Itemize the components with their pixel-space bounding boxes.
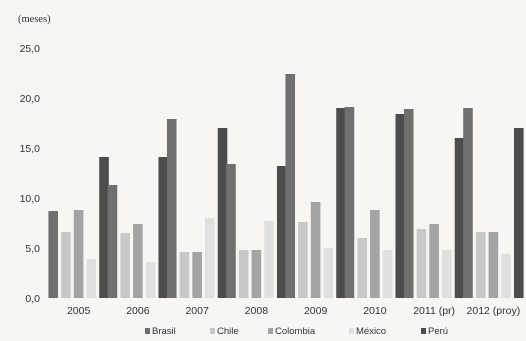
- x-tick-label: 2005: [67, 305, 91, 317]
- y-tick-label: 25,0: [20, 43, 41, 55]
- bar: [323, 248, 334, 298]
- bar-groups: [48, 74, 524, 298]
- bar: [217, 128, 228, 298]
- legend-label: Colombia: [275, 326, 316, 337]
- legend: Brasil Chile Colombia México Perú: [145, 326, 448, 337]
- legend-label: Brasil: [152, 326, 176, 337]
- bar: [133, 224, 143, 298]
- x-tick-label: 2007: [185, 305, 209, 317]
- legend-swatch: [145, 328, 150, 334]
- bar: [488, 232, 499, 298]
- bar: [145, 262, 156, 298]
- x-tick-label: 2010: [363, 305, 387, 317]
- bar: [285, 74, 296, 298]
- bar: [226, 164, 236, 298]
- legend-label: Perú: [428, 326, 448, 337]
- bar: [166, 119, 177, 298]
- bar: [501, 254, 511, 298]
- x-axis-ticks: 2005 2006 2007 2008 2009 2010 2011 (pr) 2012 (p…: [67, 305, 520, 317]
- x-tick-label: 2006: [126, 305, 150, 317]
- bar: [73, 210, 84, 298]
- bar: [86, 259, 97, 298]
- y-axis-unit-label: (meses): [18, 14, 51, 25]
- bar: [442, 250, 452, 298]
- bar: [403, 109, 414, 298]
- legend-swatch: [210, 328, 215, 334]
- legend-swatch: [421, 328, 426, 334]
- bar-group: [403, 109, 465, 298]
- bar: [344, 107, 355, 298]
- bar: [454, 138, 465, 298]
- bar: [158, 157, 169, 298]
- bar: [61, 232, 71, 298]
- y-tick-label: 20,0: [20, 93, 41, 105]
- bar: [48, 211, 59, 298]
- bar: [264, 221, 274, 298]
- bar: [395, 114, 406, 298]
- bar: [357, 238, 367, 298]
- bar: [99, 157, 109, 298]
- x-tick-label: 2011 (pr): [413, 305, 455, 317]
- bar: [429, 224, 439, 298]
- bar-group: [463, 108, 524, 298]
- x-tick-label: 2009: [304, 305, 328, 317]
- x-tick-label: 2012 (proy): [467, 305, 521, 317]
- x-tick-label: 2008: [245, 305, 269, 317]
- bar-group: [107, 157, 169, 298]
- bar: [205, 218, 215, 298]
- bar-group: [285, 74, 346, 298]
- bar: [513, 128, 524, 298]
- legend-swatch: [268, 328, 273, 334]
- bar-group: [48, 157, 109, 298]
- bar: [276, 166, 287, 298]
- y-tick-label: 15,0: [20, 143, 41, 155]
- bar: [120, 233, 130, 298]
- y-tick-label: 0,0: [25, 293, 40, 305]
- legend-label: Chile: [217, 326, 239, 337]
- legend-swatch: [349, 328, 354, 334]
- bar: [192, 252, 202, 298]
- bar: [179, 252, 190, 298]
- bar: [382, 250, 393, 298]
- bar-group: [226, 164, 287, 298]
- bar: [107, 185, 118, 298]
- bar: [310, 202, 321, 298]
- bar-group: [166, 119, 228, 298]
- y-axis-ticks: 0,0 5,0 10,0 15,0 20,0 25,0: [20, 43, 41, 305]
- y-tick-label: 10,0: [20, 193, 41, 205]
- legend-label: México: [356, 326, 386, 337]
- bar: [416, 229, 427, 298]
- bar: [370, 210, 380, 298]
- bar: [251, 250, 262, 298]
- bar: [463, 108, 473, 298]
- bar-group: [344, 107, 406, 298]
- bar: [336, 108, 346, 298]
- bar: [298, 222, 308, 298]
- bar: [238, 250, 249, 298]
- y-tick-label: 5,0: [25, 243, 40, 255]
- bar: [475, 232, 486, 298]
